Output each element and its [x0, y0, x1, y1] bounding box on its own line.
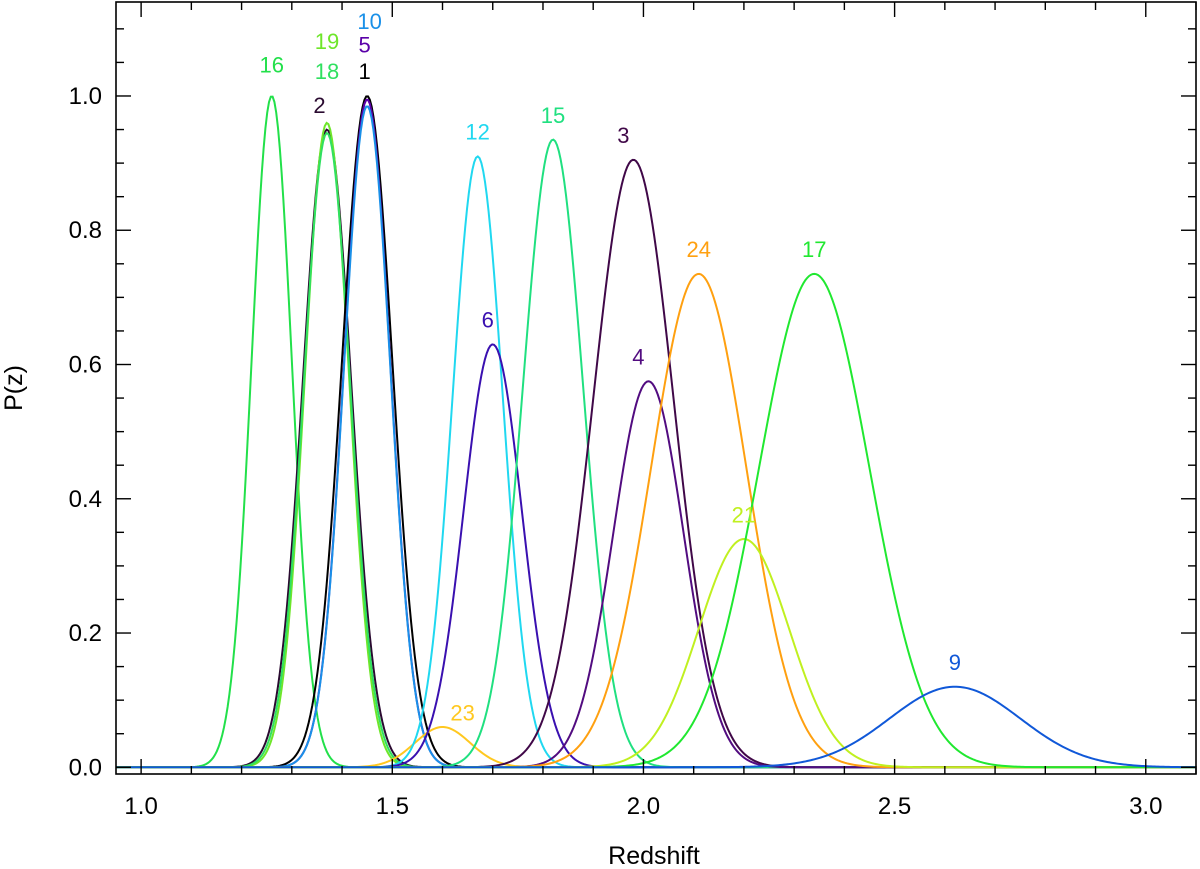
series-line-3: [116, 158, 1196, 769]
curve-label-4: 4: [632, 345, 644, 370]
y-tick-label: 1.0: [69, 83, 102, 110]
curve-label-15: 15: [541, 103, 565, 128]
x-tick-label: 2.0: [627, 793, 660, 820]
curve-label-18: 18: [315, 59, 339, 84]
tick-labels-layer: 1.0 1.5 2.0 2.5 3.0 0.0 0.2 0.4 0.6 0.8 1.0: [69, 83, 1163, 820]
curve-label-6: 6: [482, 308, 494, 333]
y-tick-label: 0.6: [69, 352, 102, 379]
curve-label-9: 9: [949, 650, 961, 675]
ticks-layer: [116, 2, 1197, 774]
x-axis-title: Redshift: [608, 842, 700, 869]
curve-label-21: 21: [732, 502, 756, 527]
curve-label-19: 19: [315, 29, 339, 54]
curve-label-12: 12: [465, 120, 489, 145]
curve-label-16: 16: [259, 52, 283, 77]
series-line-9: [116, 685, 1197, 769]
y-tick-label: 0.2: [69, 620, 102, 647]
plot-frame: [115, 1, 1197, 775]
curve-label-1: 1: [359, 59, 371, 84]
curve-label-3: 3: [617, 123, 629, 148]
series-line-2: [116, 128, 1196, 769]
x-tick-label: 1.5: [376, 793, 409, 820]
series-line-21: [116, 538, 1196, 769]
y-tick-label: 0.0: [69, 754, 102, 781]
series-line-15: [116, 138, 1196, 769]
x-tick-label: 3.0: [1129, 793, 1162, 820]
series-line-19: [116, 121, 1196, 769]
x-tick-label: 1.0: [124, 793, 157, 820]
series-line-18: [116, 131, 1196, 769]
y-tick-label: 0.8: [69, 217, 102, 244]
curve-label-5: 5: [359, 32, 371, 57]
curve-label-24: 24: [686, 237, 710, 262]
curve-label-2: 2: [313, 93, 325, 118]
curves-layer: [116, 95, 1197, 769]
series-line-17: [116, 272, 1196, 769]
y-axis-title: P(z): [0, 365, 28, 411]
curve-label-17: 17: [802, 237, 826, 262]
x-tick-label: 2.5: [878, 793, 911, 820]
curve-label-23: 23: [450, 700, 474, 725]
curve-label-10: 10: [357, 9, 381, 34]
series-line-24: [116, 272, 1196, 769]
y-tick-label: 0.4: [69, 486, 102, 513]
